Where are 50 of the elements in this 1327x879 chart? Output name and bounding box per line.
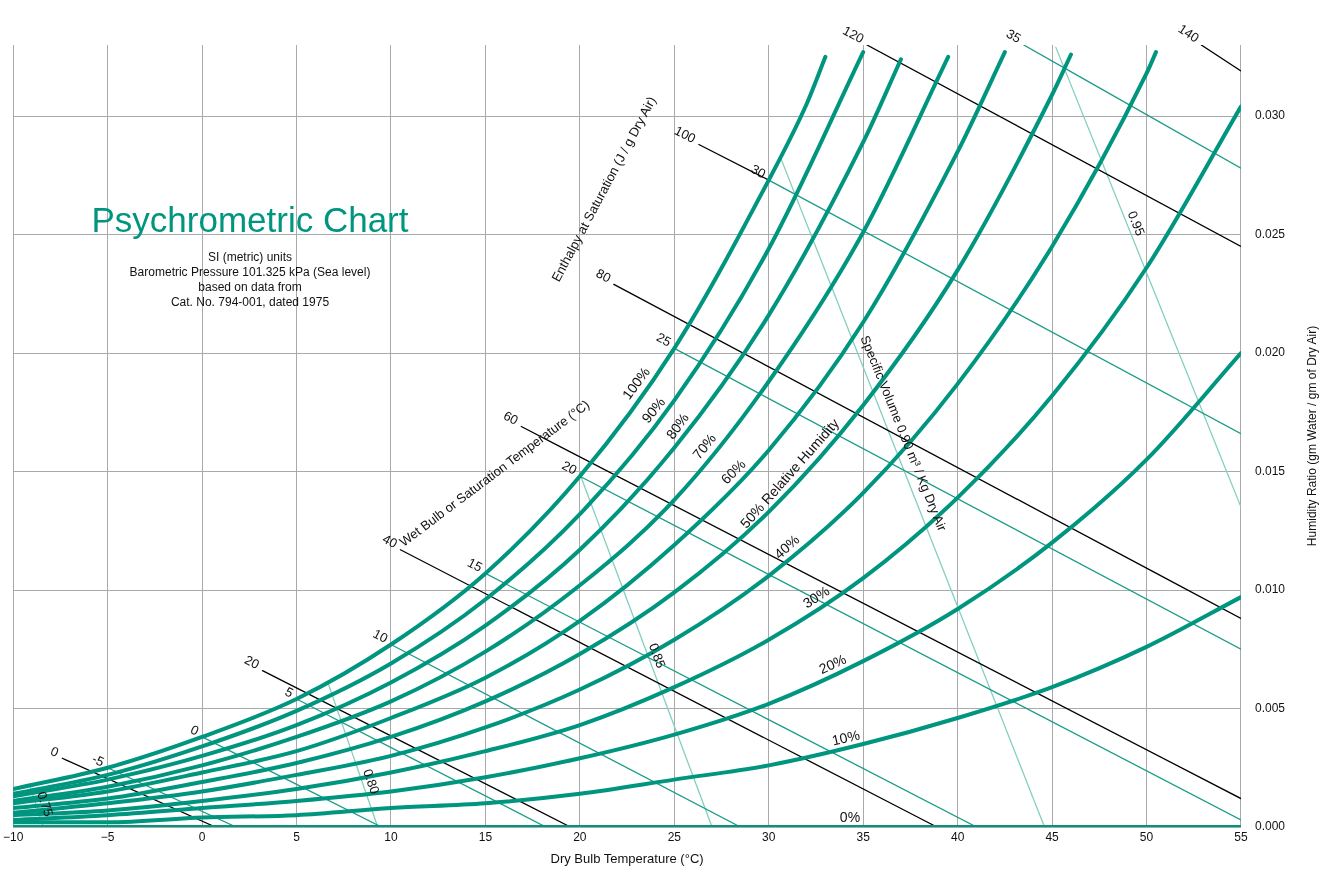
text: 10% [830, 726, 862, 749]
text: -5 [89, 750, 107, 770]
x-tick-label: 40 [950, 829, 965, 844]
text: 20% [816, 650, 849, 677]
x-tick-label: 35 [856, 829, 871, 844]
y-tick-label: 0.020 [1254, 345, 1286, 360]
x-axis-title: Dry Bulb Temperature (°C) [550, 850, 704, 866]
x-tick-label: 30 [762, 829, 776, 844]
text: 5 [282, 683, 296, 701]
text: 100 [672, 122, 699, 146]
text: 0.85 [645, 641, 669, 671]
text: 40% [770, 531, 803, 562]
text: 0.80 [360, 767, 383, 796]
text: 0.95 [1124, 208, 1149, 238]
text: 120 [840, 22, 867, 47]
x-tick-label: 50 [1139, 829, 1154, 844]
text: 70% [689, 430, 720, 463]
text: 20 [242, 652, 262, 672]
y-tick-label: 0.010 [1254, 582, 1286, 597]
x-tick-label: 10 [384, 829, 398, 844]
y-tick-label: 0.015 [1254, 463, 1286, 478]
x-tick-label: 25 [667, 829, 682, 844]
y-tick-label: 0.025 [1254, 226, 1286, 241]
x-tick-label: 0 [198, 829, 206, 844]
text: 0.75 [34, 789, 57, 819]
text: 10 [370, 625, 391, 646]
text: 35 [1003, 25, 1024, 47]
text: Psychrometric Chart [90, 200, 410, 240]
x-tick-label: −5 [100, 829, 115, 844]
x-tick-label: 5 [293, 829, 301, 844]
x-tick-label: 15 [478, 829, 493, 844]
text: 30 [748, 161, 769, 182]
x-tick-label: 45 [1045, 829, 1060, 844]
text: 0 [48, 743, 62, 760]
annotation: Specific Volume 0.90 m³ / Kg Dry Air [857, 333, 951, 534]
x-tick-label: 20 [573, 829, 587, 844]
text: 80 [593, 265, 614, 286]
x-tick-label: −10 [3, 829, 24, 844]
text: 25 [654, 329, 674, 350]
x-tick-label: 55 [1234, 829, 1248, 844]
y-tick-label: 0.030 [1254, 108, 1286, 123]
series-label: 0% [839, 808, 861, 825]
y-tick-label: 0.000 [1254, 819, 1286, 834]
text: 140 [1175, 21, 1203, 46]
text: 30% [799, 582, 833, 612]
text: SI (metric) units Barometric Pressure 101.325 kPa (Sea level) based on data from Cat. No. 794-001, dated 1975 [128, 250, 372, 310]
text: 15 [465, 554, 485, 575]
y-axis-title: Humidity Ratio (gm Water / gm of Dry Air) [1305, 325, 1320, 547]
y-tick-label: 0.005 [1254, 700, 1286, 715]
text: 0 [188, 721, 202, 739]
